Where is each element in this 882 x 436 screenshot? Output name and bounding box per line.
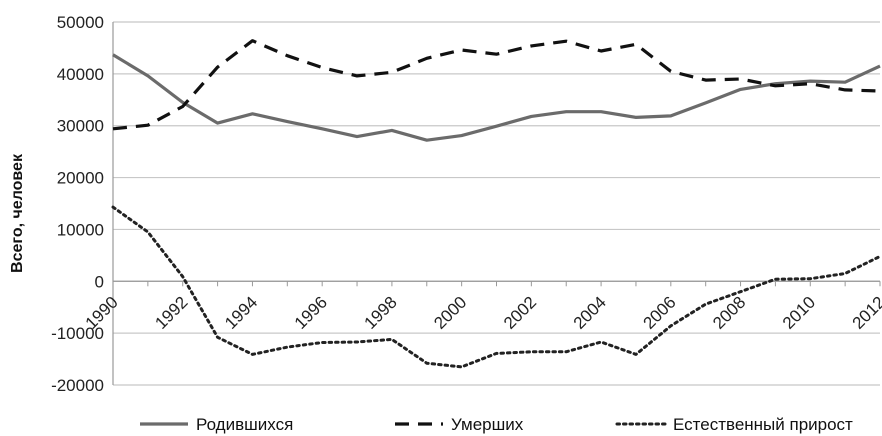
x-tick-label: 2012: [849, 293, 882, 333]
y-tick-label: -10000: [51, 324, 104, 343]
x-tick-label: 2004: [570, 293, 610, 333]
x-tick-label: 2010: [779, 293, 819, 333]
y-axis-label: Всего, человек: [9, 153, 26, 273]
x-tick-label: 2006: [639, 293, 679, 333]
gridlines: [113, 21, 880, 386]
x-tick-label: 2002: [500, 293, 540, 333]
y-tick-label: 30000: [57, 117, 104, 136]
y-tick-label: 40000: [57, 65, 104, 84]
series-lines: [111, 39, 882, 369]
y-tick-label: 50000: [57, 13, 104, 32]
y-axis: 50000 40000 30000 20000 10000 0 -10000 -20000: [51, 13, 114, 395]
legend-label-3: Естественный прирост: [673, 415, 853, 434]
y-tick-label: 20000: [57, 169, 104, 188]
x-axis: 1990 1992 1994 1996 1998 2000 2002 2004 2006 2008…: [82, 280, 882, 333]
x-tick-label: 2008: [709, 293, 749, 333]
legend-label-2: Умерших: [451, 415, 524, 434]
x-tick-label: 1998: [361, 293, 401, 333]
x-tick-label: 1992: [151, 293, 191, 333]
x-tick-label: 2000: [430, 293, 470, 333]
y-tick-label: 10000: [57, 220, 104, 239]
legend: Родившихся Умерших Естественный прирост: [140, 415, 853, 434]
y-tick-label: 0: [95, 272, 104, 291]
y-tick-label: -20000: [51, 376, 104, 395]
x-tick-label: 1996: [291, 293, 331, 333]
series-line-1: [112, 53, 881, 142]
series-line-2: [112, 39, 881, 131]
series-line-3: [111, 205, 882, 369]
x-tick-label: 1994: [221, 293, 261, 333]
legend-label-1: Родившихся: [196, 415, 293, 434]
